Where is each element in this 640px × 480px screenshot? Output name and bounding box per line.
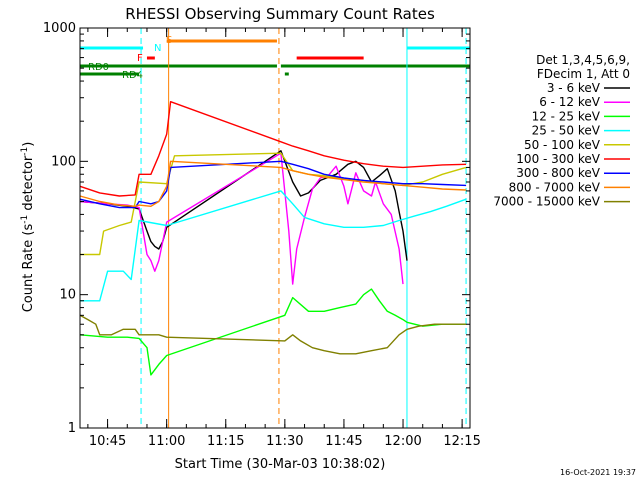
y-axis-label-sup2: -1 xyxy=(20,147,30,156)
legend-label: 7000 - 15000 keV xyxy=(493,195,600,209)
x-axis-label: Start Time (30-Mar-03 10:38:02) xyxy=(175,457,386,472)
legend-label: 800 - 7000 keV xyxy=(509,180,601,194)
y-axis-ticks: 1 10 100 1000 xyxy=(43,21,470,436)
series-line xyxy=(79,160,467,208)
legend-header-attenuator: FDecim 1, Att 0 xyxy=(537,67,630,81)
y-axis-label-main: Count Rate (s xyxy=(21,224,36,313)
legend-label: 300 - 800 keV xyxy=(516,166,600,180)
legend-label: 3 - 6 keV xyxy=(547,81,601,95)
x-tick-label: 11:00 xyxy=(148,434,185,449)
series-line xyxy=(79,150,408,261)
x-tick-label: 10:45 xyxy=(89,434,126,449)
flag-label: F xyxy=(137,53,143,64)
series-lines xyxy=(79,100,467,376)
x-axis-ticks: 10:45 11:00 11:15 11:30 11:45 12:00 12:15 xyxy=(87,28,481,449)
event-markers xyxy=(140,28,467,428)
series-line xyxy=(79,288,467,376)
y-tick-label: 1000 xyxy=(43,21,76,36)
legend-label: 100 - 300 keV xyxy=(516,152,600,166)
y-tick-label: 1 xyxy=(68,421,76,436)
flag-label: S xyxy=(166,35,172,46)
legend-label: 6 - 12 keV xyxy=(539,95,601,109)
series-line xyxy=(79,100,467,197)
legend-header-detectors: Det 1,3,4,5,6,9, xyxy=(536,53,630,67)
flag-label: RD4 xyxy=(122,70,143,81)
y-axis-label-mid: detector xyxy=(21,155,36,215)
plot-frame xyxy=(79,27,471,429)
x-tick-label: 11:45 xyxy=(325,434,362,449)
legend-label: 25 - 50 keV xyxy=(532,124,601,138)
y-axis-label-end: ) xyxy=(21,142,36,147)
y-tick-label: 10 xyxy=(59,288,76,303)
legend-label: 50 - 100 keV xyxy=(524,138,601,152)
legend-label: 12 - 25 keV xyxy=(532,109,601,123)
flag-label: N xyxy=(154,43,161,54)
series-line xyxy=(79,314,467,355)
x-tick-label: 12:15 xyxy=(443,434,480,449)
y-tick-label: 100 xyxy=(51,154,76,169)
chart-title: RHESSI Observing Summary Count Rates xyxy=(125,5,435,23)
x-tick-label: 11:15 xyxy=(207,434,244,449)
generation-timestamp: 16-Oct-2021 19:37 xyxy=(560,468,636,477)
flag-label: RD0 xyxy=(88,62,109,73)
x-tick-label: 12:00 xyxy=(384,434,421,449)
y-axis-label-sup1: -1 xyxy=(20,215,30,224)
legend: Det 1,3,4,5,6,9, FDecim 1, Att 0 3 - 6 k… xyxy=(493,53,630,209)
x-tick-label: 11:30 xyxy=(266,434,303,449)
y-axis-label: Count Rate (s-1 detector-1) xyxy=(20,142,36,313)
series-line xyxy=(80,190,467,302)
status-flags: NS F RD0 RD4 xyxy=(80,35,470,81)
